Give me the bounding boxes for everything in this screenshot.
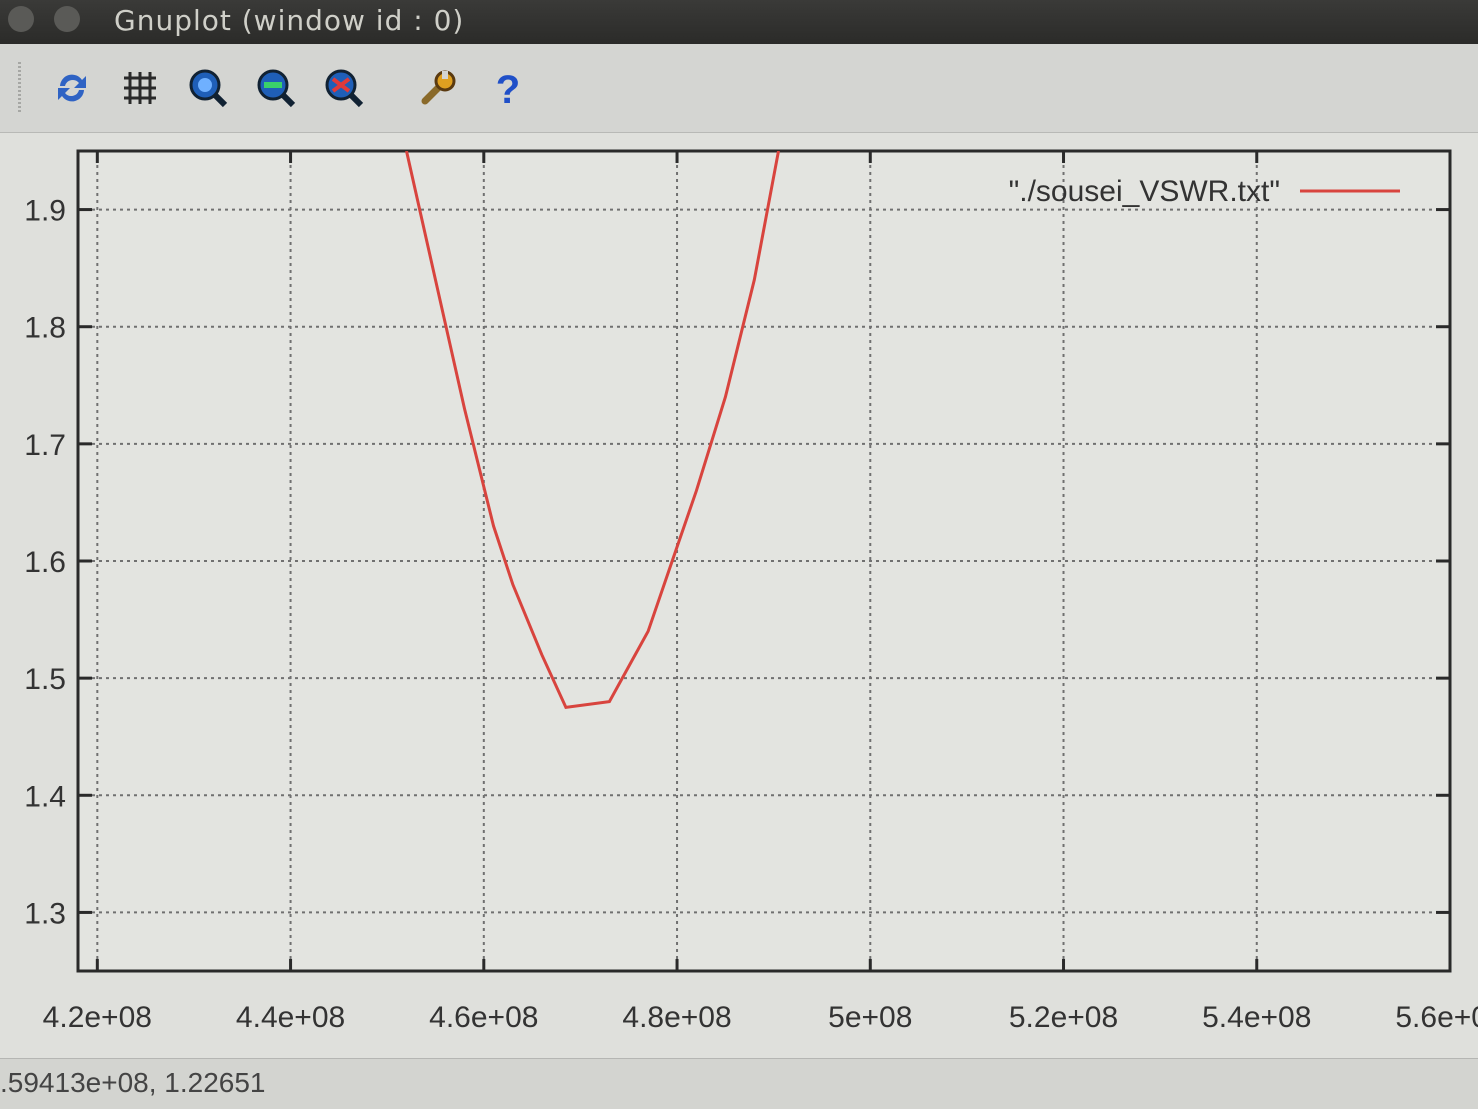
x-tick-label: 4.4e+08 (236, 1001, 345, 1034)
x-tick-label: 4.2e+08 (43, 1001, 152, 1034)
minimize-window-button[interactable] (54, 6, 80, 32)
y-tick-label: 1.4 (24, 780, 66, 813)
zoom-next-button[interactable] (254, 66, 298, 110)
zoom-prev-button[interactable] (186, 66, 230, 110)
vswr-chart: 4.2e+08 4.4e+08 4.6e+08 4.8e+08 5e+08 5.2e+08… (24, 149, 1478, 1034)
grid-button[interactable] (118, 66, 162, 110)
x-tick-label: 4.8e+08 (622, 1001, 731, 1034)
y-tick-label: 1.9 (24, 195, 66, 228)
zoom-next-icon (257, 69, 296, 108)
zoom-prev-icon (189, 69, 228, 108)
window-title: Gnuplot (window id : 0) (114, 4, 465, 37)
mouse-coordinates: .59413e+08, 1.22651 (0, 1067, 266, 1098)
settings-button[interactable] (418, 66, 462, 110)
y-tick-label: 1.3 (24, 897, 66, 930)
help-icon: ? (496, 68, 520, 109)
series-line-vswr (405, 151, 780, 710)
plot-canvas[interactable]: 4.2e+08 4.4e+08 4.6e+08 4.8e+08 5e+08 5.2e+08… (0, 133, 1478, 1058)
refresh-icon (58, 74, 86, 102)
unzoom-icon (325, 69, 364, 108)
toolbar-grip (18, 62, 21, 112)
unzoom-button[interactable] (322, 66, 366, 110)
replot-button[interactable] (50, 66, 94, 110)
title-bar: Gnuplot (window id : 0) (0, 0, 1478, 44)
toolbar: ? (0, 44, 1478, 133)
x-tick-label: 5e+08 (828, 1001, 912, 1034)
close-window-button[interactable] (8, 6, 34, 32)
help-button[interactable]: ? (486, 66, 530, 110)
x-tick-label: 4.6e+08 (429, 1001, 538, 1034)
wrench-icon (421, 70, 456, 105)
grid-icon (124, 72, 156, 104)
y-tick-label: 1.7 (24, 429, 66, 462)
y-tick-label: 1.5 (24, 663, 66, 696)
x-tick-label: 5.2e+08 (1009, 1001, 1118, 1034)
status-bar: .59413e+08, 1.22651 (0, 1058, 1478, 1109)
x-tick-label: 5.6e+08 (1395, 1001, 1478, 1034)
legend-label: "./sousei_VSWR.txt" (1009, 175, 1280, 208)
svg-text:?: ? (496, 68, 520, 109)
y-tick-label: 1.6 (24, 546, 66, 579)
x-tick-label: 5.4e+08 (1202, 1001, 1311, 1034)
y-tick-label: 1.8 (24, 312, 66, 345)
